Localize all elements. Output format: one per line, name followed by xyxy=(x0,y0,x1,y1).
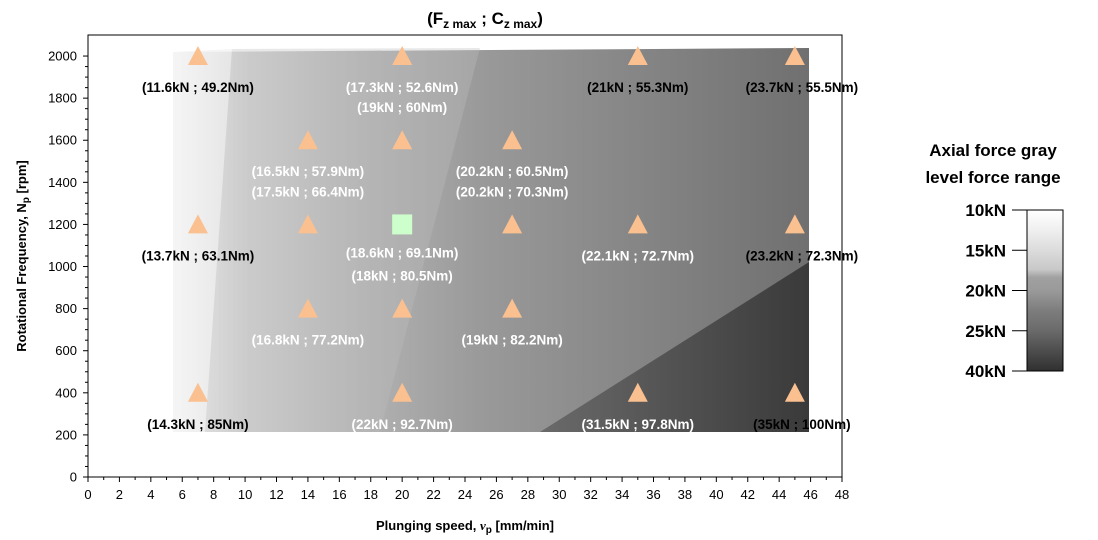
colorbar-level-label: 20kN xyxy=(965,282,1006,301)
x-tick-label: 36 xyxy=(646,487,660,502)
y-tick-label: 1600 xyxy=(48,133,77,148)
y-tick-label: 600 xyxy=(55,343,77,358)
triangle-marker xyxy=(187,382,208,402)
point-label: (18kN ; 80.5Nm) xyxy=(352,269,453,284)
x-tick-label: 18 xyxy=(364,487,378,502)
triangle-marker xyxy=(392,130,413,150)
point-label: (20.2kN ; 70.3Nm) xyxy=(456,184,569,199)
point-label: (23.7kN ; 55.5Nm) xyxy=(746,80,859,95)
x-tick-label: 6 xyxy=(179,487,186,502)
x-tick-label: 34 xyxy=(615,487,629,502)
point-label: (19kN ; 82.2Nm) xyxy=(461,333,562,348)
x-tick-label: 30 xyxy=(552,487,566,502)
point-label: (22kN ; 92.7Nm) xyxy=(352,417,453,432)
colorbar-level-label: 25kN xyxy=(965,322,1006,341)
triangle-marker xyxy=(502,298,523,318)
triangle-marker xyxy=(392,382,413,402)
triangle-marker xyxy=(187,46,208,66)
y-tick-label: 200 xyxy=(55,427,77,442)
y-tick-label: 800 xyxy=(55,301,77,316)
y-axis-title: Rotational Frequency, Np [rpm] xyxy=(14,160,32,352)
point-label: (16.5kN ; 57.9Nm) xyxy=(252,164,365,179)
triangle-marker xyxy=(627,214,648,234)
x-tick-label: 2 xyxy=(116,487,123,502)
force-map-band-dark xyxy=(540,262,809,432)
colorbar-gradient xyxy=(1026,209,1064,372)
y-tick-label: 1400 xyxy=(48,175,77,190)
point-label: (18.6kN ; 69.1Nm) xyxy=(346,245,459,260)
force-map-band-light xyxy=(173,49,232,432)
x-tick-label: 10 xyxy=(238,487,252,502)
x-tick-label: 22 xyxy=(426,487,440,502)
point-label: (17.5kN ; 66.4Nm) xyxy=(252,184,365,199)
x-tick-label: 20 xyxy=(395,487,409,502)
triangle-marker xyxy=(392,46,413,66)
triangle-marker xyxy=(297,130,318,150)
y-axis-ticks: 0 200 400 600 800 1000 1200 1400 1600 1800 2000 xyxy=(48,49,88,485)
colorbar-legend: Axial force gray level force range 10kN1… xyxy=(925,141,1064,381)
force-map-band-mid xyxy=(205,48,480,432)
colorbar-title-line1: Axial force gray xyxy=(929,141,1057,160)
triangle-marker xyxy=(392,298,413,318)
triangle-marker xyxy=(187,214,208,234)
data-labels: (11.6kN ; 49.2Nm) (17.3kN ; 52.6Nm) (21kN … xyxy=(142,80,858,432)
y-tick-label: 0 xyxy=(70,470,77,485)
triangle-marker xyxy=(502,130,523,150)
y-tick-label: 1200 xyxy=(48,217,77,232)
point-label: (20.2kN ; 60.5Nm) xyxy=(456,164,569,179)
x-tick-label: 16 xyxy=(332,487,346,502)
point-label: (23.2kN ; 72.3Nm) xyxy=(746,248,859,263)
triangle-marker xyxy=(297,214,318,234)
point-label: (21kN ; 55.3Nm) xyxy=(587,80,688,95)
point-label: (11.6kN ; 49.2Nm) xyxy=(142,80,254,95)
point-label: (13.7kN ; 63.1Nm) xyxy=(142,248,255,263)
point-label: (17.3kN ; 52.6Nm) xyxy=(346,80,459,95)
x-tick-label: 0 xyxy=(84,487,91,502)
triangle-marker xyxy=(627,46,648,66)
x-axis-title: Plunging speed, vp [mm/min] xyxy=(376,518,554,536)
x-tick-label: 46 xyxy=(803,487,817,502)
y-tick-label: 1800 xyxy=(48,91,77,106)
point-label: (19kN ; 60Nm) xyxy=(357,100,447,115)
colorbar-ticks: 10kN 15kN 20kN 25kN 40kN xyxy=(965,201,1027,381)
point-label: (22.1kN ; 72.7Nm) xyxy=(582,248,695,263)
triangle-marker xyxy=(502,214,523,234)
x-tick-label: 48 xyxy=(835,487,849,502)
x-tick-label: 28 xyxy=(521,487,535,502)
force-map-region xyxy=(173,48,809,432)
triangle-marker xyxy=(784,46,805,66)
x-tick-label: 14 xyxy=(301,487,315,502)
y-tick-label: 400 xyxy=(55,385,77,400)
data-markers xyxy=(187,46,805,402)
colorbar-title-line2: level force range xyxy=(925,168,1060,187)
x-tick-label: 12 xyxy=(269,487,283,502)
square-marker xyxy=(392,214,413,235)
triangle-marker xyxy=(784,382,805,402)
x-tick-label: 40 xyxy=(709,487,723,502)
x-tick-label: 42 xyxy=(741,487,755,502)
colorbar-level-label: 15kN xyxy=(965,241,1006,260)
x-tick-label: 44 xyxy=(772,487,786,502)
x-tick-label: 24 xyxy=(458,487,472,502)
point-label: (35kN ; 100Nm) xyxy=(753,417,851,432)
x-tick-label: 4 xyxy=(147,487,154,502)
x-axis-ticks: 0 2 4 6 8 10 12 14 16 18 20 22 24 26 28 30 32 34 36 38 40 42 4… xyxy=(84,477,849,502)
colorbar-level-label: 40kN xyxy=(965,362,1006,381)
chart-title: (Fz max ; Cz max) xyxy=(427,9,543,31)
y-tick-label: 2000 xyxy=(48,49,77,64)
triangle-marker xyxy=(784,214,805,234)
triangle-marker xyxy=(297,298,318,318)
point-label: (16.8kN ; 77.2Nm) xyxy=(252,333,365,348)
x-tick-label: 38 xyxy=(678,487,692,502)
triangle-marker xyxy=(627,382,648,402)
point-label: (31.5kN ; 97.8Nm) xyxy=(582,417,695,432)
x-tick-label: 8 xyxy=(210,487,217,502)
point-label: (14.3kN ; 85Nm) xyxy=(147,417,248,432)
y-tick-label: 1000 xyxy=(48,259,77,274)
colorbar-level-label: 10kN xyxy=(965,201,1006,220)
x-tick-label: 26 xyxy=(489,487,503,502)
x-tick-label: 32 xyxy=(583,487,597,502)
